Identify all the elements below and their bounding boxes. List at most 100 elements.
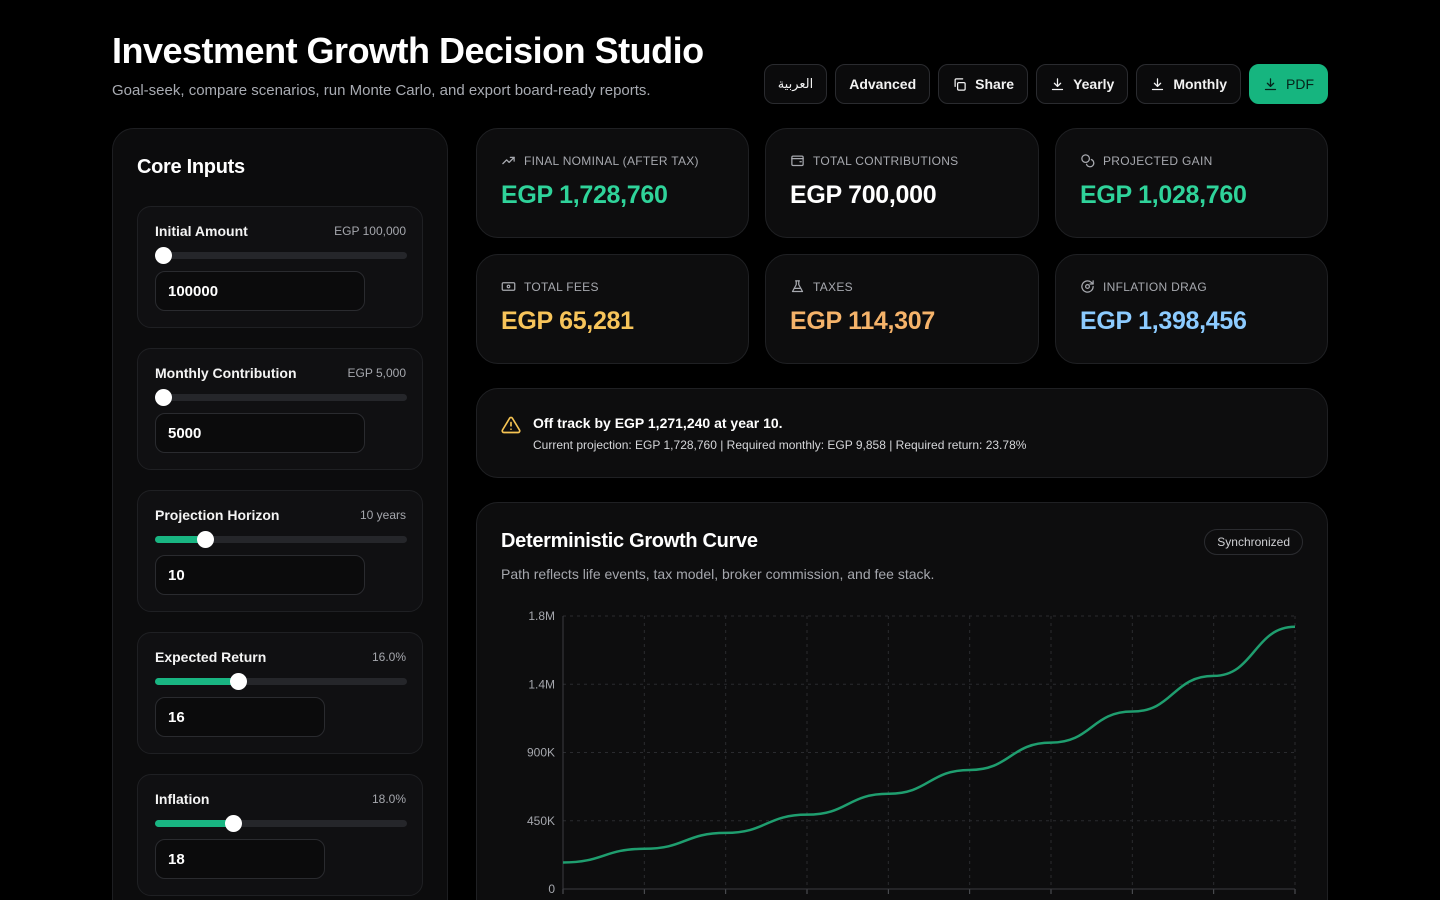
x-tick-label: 7 [1048,898,1055,900]
initial-amount-slider[interactable] [155,247,407,264]
kpi-card-inflation-drag: INFLATION DRAG EGP 1,398,456 [1055,254,1328,364]
kpi-label: FINAL NOMINAL (AFTER TAX) [524,153,699,168]
language-button[interactable]: العربية [763,64,828,104]
kpi-label: TOTAL CONTRIBUTIONS [813,153,959,168]
slider-fill [155,536,206,543]
x-tick-label: 9 [1210,898,1217,900]
x-tick-label: 2 [641,898,648,900]
goal-alert-card: Off track by EGP 1,271,240 at year 10. C… [476,388,1328,478]
core-inputs-panel: Core Inputs Initial Amount EGP 100,000 M… [112,128,448,900]
kpi-card-total-contributions: TOTAL CONTRIBUTIONS EGP 700,000 [765,128,1039,238]
monthly-contribution-slider[interactable] [155,389,407,406]
refresh-icon [1081,280,1094,293]
slider-thumb[interactable] [197,531,215,548]
x-tick-label: 10 [1288,898,1302,900]
export-pdf-button[interactable]: PDF [1249,64,1328,104]
slider-thumb[interactable] [230,673,248,690]
initial-amount-field: Initial Amount EGP 100,000 [137,206,423,328]
field-value-display: 18.0% [371,792,406,806]
download-icon [1152,77,1164,90]
y-tick-label: 0 [548,882,555,896]
flask-icon [791,280,804,293]
growth-chart-card: Deterministic Growth Curve Path reflects… [476,502,1328,900]
kpi-value: EGP 1,028,760 [1080,181,1247,209]
advanced-label: Advanced [849,76,917,92]
field-label: Expected Return [155,649,267,665]
monthly-contribution-field: Monthly Contribution EGP 5,000 [137,348,423,470]
toolbar: العربية Advanced Share Yearly Monthly PD… [763,64,1328,104]
slider-thumb[interactable] [155,389,172,406]
x-tick-label: 4 [804,898,811,900]
pdf-label: PDF [1286,76,1314,92]
inflation-input[interactable] [155,839,325,879]
monthly-label: Monthly [1173,76,1227,92]
chart-title: Deterministic Growth Curve [501,530,758,552]
projection-horizon-field: Projection Horizon 10 years [137,490,423,612]
inflation-field: Inflation 18.0% [137,774,423,896]
expected-return-input[interactable] [155,697,325,737]
page-subtitle: Goal-seek, compare scenarios, run Monte … [112,82,651,99]
y-tick-label: 1.8M [528,609,555,623]
page-title: Investment Growth Decision Studio [112,30,704,71]
coins-icon [1081,154,1095,168]
chart-subtitle: Path reflects life events, tax model, br… [501,566,935,582]
trending-up-icon [502,156,515,165]
field-value-display: EGP 5,000 [347,366,407,380]
sync-badge: Synchronized [1204,529,1303,555]
export-yearly-button[interactable]: Yearly [1036,64,1129,104]
kpi-label: TOTAL FEES [524,279,599,294]
kpi-value: EGP 700,000 [790,181,937,209]
initial-amount-input[interactable] [155,271,365,311]
series-line [562,625,1296,864]
alert-title: Off track by EGP 1,271,240 at year 10. [533,415,783,431]
kpi-label: PROJECTED GAIN [1103,153,1213,168]
y-tick-label: 450K [527,814,555,828]
field-value-display: 16.0% [371,650,406,664]
field-label: Projection Horizon [155,507,280,523]
kpi-label: INFLATION DRAG [1103,279,1207,294]
x-tick-label: 3 [722,898,729,900]
slider-thumb[interactable] [225,815,243,832]
download-icon [1051,77,1064,90]
kpi-card-total-fees: TOTAL FEES EGP 65,281 [476,254,749,364]
field-label: Monthly Contribution [155,365,297,381]
field-value-display: 10 years [359,508,406,522]
growth-chart: 0 450K 900K 1.4M 1.8M 1 2 3 4 5 6 7 8 9 10 [527,609,1302,900]
kpi-card-projected-gain: PROJECTED GAIN EGP 1,028,760 [1055,128,1328,238]
kpi-value: EGP 1,398,456 [1080,307,1247,335]
x-tick-label: 6 [966,898,973,900]
copy-icon [954,77,966,91]
banknote-icon [501,282,516,291]
export-monthly-button[interactable]: Monthly [1136,64,1241,104]
kpi-label: TAXES [813,279,853,294]
share-button[interactable]: Share [938,64,1029,104]
slider-thumb[interactable] [155,247,172,264]
kpi-card-final-nominal: FINAL NOMINAL (AFTER TAX) EGP 1,728,760 [476,128,749,238]
language-label: العربية [777,76,814,91]
slider-fill [155,678,239,685]
field-label: Initial Amount [155,223,248,239]
kpi-value: EGP 114,307 [790,307,935,335]
y-tick-label: 1.4M [528,677,555,691]
inflation-slider[interactable] [155,815,407,832]
field-value-display: EGP 100,000 [334,224,406,238]
projection-horizon-slider[interactable] [155,531,407,548]
y-tick-label: 900K [527,746,555,760]
kpi-value: EGP 1,728,760 [501,181,668,209]
core-inputs-title: Core Inputs [137,156,245,178]
expected-return-field: Expected Return 16.0% [137,632,423,754]
kpi-card-taxes: TAXES EGP 114,307 [765,254,1039,364]
field-label: Inflation [155,791,210,807]
slider-fill [155,820,234,827]
projection-horizon-input[interactable] [155,555,365,595]
download-icon [1264,77,1277,90]
warning-icon [501,416,521,434]
yearly-label: Yearly [1073,76,1115,92]
x-tick-label: 8 [1129,898,1136,900]
monthly-contribution-input[interactable] [155,413,365,453]
alert-detail: Current projection: EGP 1,728,760 | Requ… [533,438,1027,452]
x-tick-label: 5 [885,898,892,900]
expected-return-slider[interactable] [155,673,407,690]
kpi-value: EGP 65,281 [501,307,634,335]
advanced-button[interactable]: Advanced [835,64,931,104]
